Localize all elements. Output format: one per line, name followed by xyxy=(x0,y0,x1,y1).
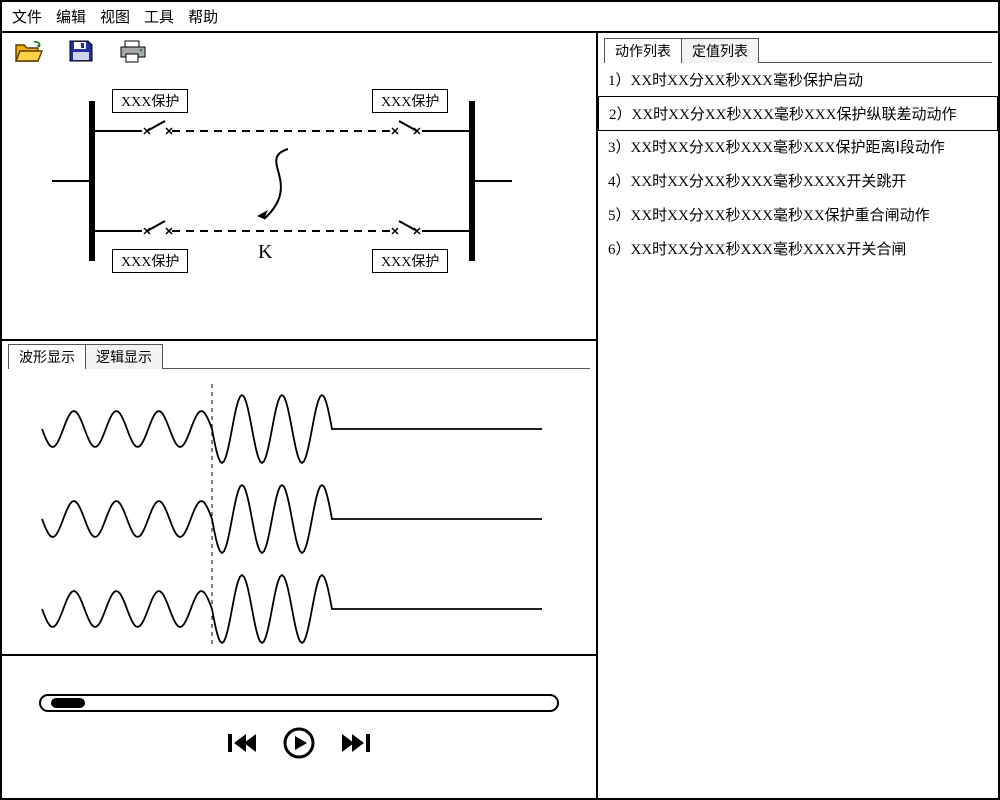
timeline-slider[interactable] xyxy=(39,694,559,712)
menu-file[interactable]: 文件 xyxy=(12,6,42,27)
playback-controls xyxy=(2,656,596,798)
action-list: 1）XX时XX分XX秒XXX毫秒保护启动2）XX时XX分XX秒XXX毫秒XXX保… xyxy=(598,63,998,798)
menubar: 文件 编辑 视图 工具 帮助 xyxy=(2,2,998,33)
main-body: XXX保护 XXX保护 XXX保护 XXX保护 K 波形显示 逻辑显示 xyxy=(2,33,998,798)
toolbar xyxy=(2,33,596,71)
menu-view[interactable]: 视图 xyxy=(100,6,130,27)
print-icon[interactable] xyxy=(118,39,148,63)
action-item[interactable]: 5）XX时XX分XX秒XXX毫秒XX保护重合闸动作 xyxy=(598,198,998,232)
slider-thumb[interactable] xyxy=(51,698,85,708)
protection-label-br: XXX保护 xyxy=(372,249,448,273)
play-button[interactable] xyxy=(282,726,316,760)
wave-tabs: 波形显示 逻辑显示 xyxy=(2,341,596,368)
diagram-svg xyxy=(2,71,598,301)
menu-edit[interactable]: 编辑 xyxy=(56,6,86,27)
action-item[interactable]: 6）XX时XX分XX秒XXX毫秒XXXX开关合闸 xyxy=(598,232,998,266)
waveform-area xyxy=(2,369,596,654)
right-tabs: 动作列表 定值列表 xyxy=(598,33,998,62)
protection-label-tl: XXX保护 xyxy=(112,89,188,113)
protection-label-bl: XXX保护 xyxy=(112,249,188,273)
tab-logic[interactable]: 逻辑显示 xyxy=(85,344,163,369)
open-icon[interactable] xyxy=(14,39,44,63)
action-item[interactable]: 1）XX时XX分XX秒XXX毫秒保护启动 xyxy=(598,63,998,97)
menu-tools[interactable]: 工具 xyxy=(144,6,174,27)
tab-settings[interactable]: 定值列表 xyxy=(681,38,759,63)
action-item[interactable]: 3）XX时XX分XX秒XXX毫秒XXX保护距离Ⅰ段动作 xyxy=(598,130,998,164)
waveform-pane: 波形显示 逻辑显示 xyxy=(2,341,596,656)
next-button[interactable] xyxy=(342,730,372,756)
single-line-diagram: XXX保护 XXX保护 XXX保护 XXX保护 K xyxy=(2,71,596,341)
fault-marker-label: K xyxy=(258,241,272,264)
save-icon[interactable] xyxy=(68,39,94,63)
tab-actions[interactable]: 动作列表 xyxy=(604,38,682,63)
waveform-svg xyxy=(2,369,598,649)
left-column: XXX保护 XXX保护 XXX保护 XXX保护 K 波形显示 逻辑显示 xyxy=(2,33,598,798)
action-item[interactable]: 4）XX时XX分XX秒XXX毫秒XXXX开关跳开 xyxy=(598,164,998,198)
action-item[interactable]: 2）XX时XX分XX秒XXX毫秒XXX保护纵联差动动作 xyxy=(598,96,998,131)
tab-waveform[interactable]: 波形显示 xyxy=(8,344,86,369)
protection-label-tr: XXX保护 xyxy=(372,89,448,113)
menu-help[interactable]: 帮助 xyxy=(188,6,218,27)
prev-button[interactable] xyxy=(226,730,256,756)
right-column: 动作列表 定值列表 1）XX时XX分XX秒XXX毫秒保护启动2）XX时XX分XX… xyxy=(598,33,998,798)
app-window: 文件 编辑 视图 工具 帮助 xyxy=(0,0,1000,800)
